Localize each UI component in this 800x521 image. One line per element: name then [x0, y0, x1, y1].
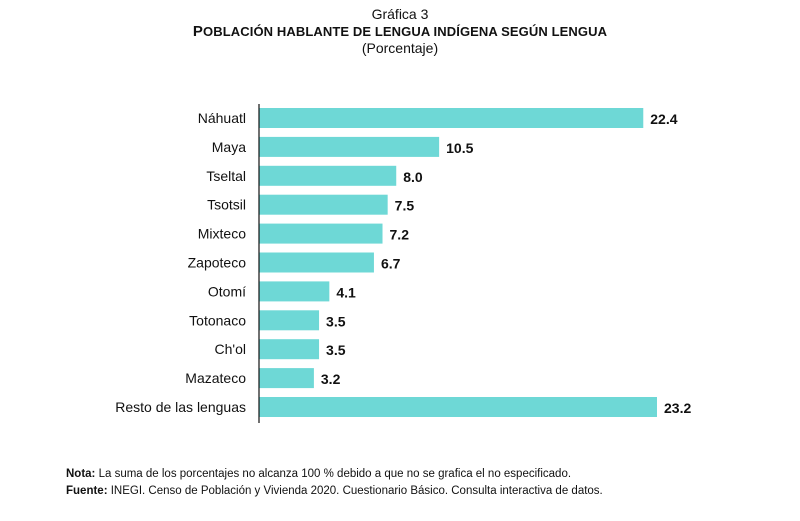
chart-subtitle: (Porcentaje)	[361, 40, 439, 56]
bar-8	[259, 339, 320, 360]
category-label: Otomí	[208, 283, 246, 299]
chart-kicker: Gráfica 3	[371, 6, 429, 22]
category-label: Resto de las lenguas	[115, 399, 246, 415]
bars-group: Náhuatl 22.4 Maya 10.5 Tseltal 8.0 Tsotsil 7.5 M…	[115, 108, 691, 417]
category-label: Zapoteco	[188, 255, 247, 271]
value-label: 7.2	[390, 227, 410, 243]
source-label: Fuente:	[66, 485, 108, 497]
value-label: 7.5	[395, 198, 415, 214]
bar-2	[259, 165, 397, 186]
category-label: Mazateco	[185, 370, 246, 386]
category-label: Náhuatl	[198, 110, 246, 126]
bar-5	[259, 252, 374, 273]
bar-1	[259, 136, 440, 157]
category-label: Mixteco	[198, 226, 246, 242]
value-label: 6.7	[381, 256, 401, 272]
category-label: Tsotsil	[207, 197, 246, 213]
value-label: 3.2	[321, 371, 341, 387]
value-label: 8.0	[403, 169, 423, 185]
note-line: Nota: La suma de los porcentajes no alca…	[66, 466, 603, 483]
bar-9	[259, 368, 314, 389]
source-line: Fuente: INEGI. Censo de Población y Vivi…	[66, 483, 603, 500]
chart-header: Gráfica 3 POBLACIÓN HABLANTE DE LENGUA I…	[0, 6, 800, 57]
footnotes: Nota: La suma de los porcentajes no alca…	[66, 466, 603, 500]
bar-6	[259, 281, 330, 302]
bar-3	[259, 194, 388, 215]
source-text: INEGI. Censo de Población y Vivienda 202…	[107, 485, 603, 497]
bar-10	[259, 397, 657, 417]
category-label: Maya	[212, 139, 246, 155]
note-label: Nota:	[66, 468, 96, 480]
value-label: 23.2	[664, 400, 691, 416]
chart-title-rest: OBLACIÓN HABLANTE DE LENGUA INDÍGENA SEG…	[203, 24, 608, 39]
category-label: Totonaco	[189, 312, 246, 328]
value-label: 10.5	[446, 140, 473, 156]
note-text: La suma de los porcentajes no alcanza 10…	[95, 468, 572, 480]
value-label: 22.4	[650, 111, 677, 127]
chart-title: POBLACIÓN HABLANTE DE LENGUA INDÍGENA SE…	[0, 23, 800, 40]
value-label: 3.5	[326, 342, 346, 358]
bar-4	[259, 223, 383, 244]
category-label: Tseltal	[206, 168, 246, 184]
bar-7	[259, 310, 320, 331]
value-label: 4.1	[336, 284, 356, 300]
category-label: Ch'ol	[215, 341, 246, 357]
value-label: 3.5	[326, 313, 346, 329]
bar-0	[259, 108, 644, 128]
chart-title-initial: P	[192, 23, 204, 40]
